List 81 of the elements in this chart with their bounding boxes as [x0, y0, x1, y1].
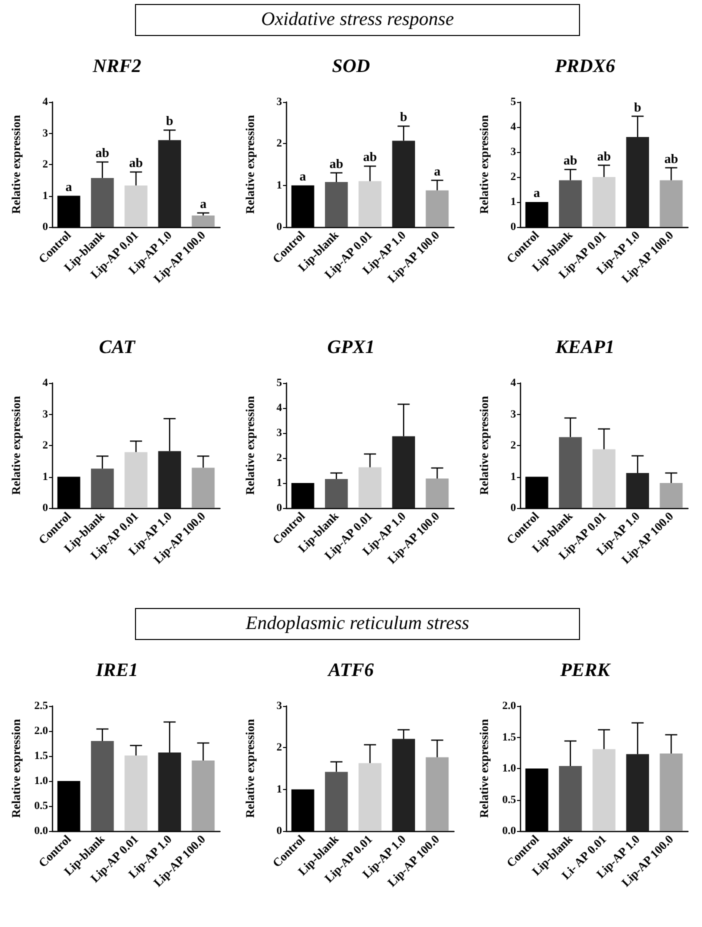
annotation: ab: [129, 155, 143, 170]
y-tick-label: 1: [510, 470, 516, 483]
annotation: ab: [664, 150, 678, 166]
y-tick-label: 1: [510, 196, 516, 208]
annotation: ab: [330, 156, 344, 171]
y-tick-label: 4: [42, 377, 48, 389]
y-tick-label: 0.5: [502, 794, 516, 806]
text: Endoplasmic reticulum stress: [135, 608, 580, 640]
y-axis-title: Relative expression: [477, 114, 491, 214]
y-tick-label: 0.0: [502, 825, 516, 837]
annotation: b: [166, 113, 174, 128]
y-tick-label: 2.0: [34, 725, 48, 737]
y-tick-label: 3: [510, 146, 516, 158]
y-axis-title: Relative expression: [243, 718, 257, 818]
annotation: b: [634, 99, 642, 114]
y-tick-label: 1.0: [502, 762, 516, 774]
y-tick-label: 3: [276, 427, 282, 439]
y-tick-label: 0: [510, 502, 516, 514]
y-tick-label: 1: [276, 179, 282, 192]
y-axis-title: Relative expression: [9, 718, 23, 818]
y-tick-label: 1: [276, 783, 282, 796]
y-tick-label: 1.5: [502, 731, 516, 744]
chart-title: PRDX6: [554, 56, 616, 77]
y-axis-title: Relative expression: [9, 396, 23, 495]
y-tick-label: 2: [42, 158, 48, 170]
y-tick-label: 4: [276, 402, 282, 414]
annotation: ab: [363, 149, 377, 164]
y-axis-title: Relative expression: [477, 718, 491, 818]
chart-title: CAT: [99, 337, 136, 358]
y-tick-label: 3: [276, 96, 282, 108]
y-tick-label: 4: [510, 377, 516, 389]
annotation: a: [200, 196, 207, 211]
y-tick-label: 2: [510, 440, 516, 452]
y-axis-title: Relative expression: [477, 396, 491, 495]
y-tick-label: 2: [276, 452, 282, 464]
y-tick-label: 4: [42, 96, 48, 108]
y-tick-label: 2.5: [34, 700, 48, 712]
chart-title: GPX1: [327, 337, 375, 358]
annotation: a: [300, 168, 307, 184]
chart-title: PERK: [559, 660, 612, 681]
annotation: b: [400, 109, 408, 124]
chart-title: NRF2: [92, 56, 142, 77]
y-tick-label: 1.5: [34, 750, 48, 762]
y-tick-label: 0: [510, 221, 516, 233]
y-tick-label: 0.5: [34, 800, 48, 812]
y-tick-label: 3: [42, 127, 48, 140]
chart-title: ATF6: [327, 660, 374, 681]
y-tick-label: 0: [276, 502, 282, 514]
y-tick-label: 5: [276, 377, 282, 389]
y-tick-label: 3: [510, 408, 516, 420]
annotation: a: [534, 185, 541, 200]
chart-title: KEAP1: [554, 337, 615, 358]
annotation: ab: [96, 145, 110, 160]
y-tick-label: 0: [276, 825, 282, 837]
y-tick-label: 2: [276, 742, 282, 754]
y-tick-label: 2.0: [502, 700, 516, 712]
y-tick-label: 4: [510, 121, 516, 133]
annotation: ab: [597, 148, 611, 164]
annotation: a: [434, 163, 441, 178]
annotation: ab: [564, 152, 578, 168]
y-tick-label: 0: [42, 221, 48, 233]
y-tick-label: 0: [276, 221, 282, 233]
y-tick-label: 0.0: [34, 825, 48, 837]
chart-title: IRE1: [94, 660, 138, 681]
y-tick-label: 3: [276, 700, 282, 712]
annotation: a: [66, 178, 73, 194]
y-axis-title: Relative expression: [243, 114, 257, 214]
y-tick-label: 1: [42, 470, 48, 483]
y-tick-label: 1: [42, 190, 48, 202]
y-tick-label: 1: [276, 477, 282, 489]
y-tick-label: 0: [42, 502, 48, 514]
y-axis-title: Relative expression: [9, 114, 23, 214]
y-tick-label: 5: [510, 96, 516, 108]
y-tick-label: 2: [510, 171, 516, 183]
y-tick-label: 1.0: [34, 775, 48, 787]
y-tick-label: 2: [42, 440, 48, 452]
chart-title: SOD: [332, 56, 370, 77]
y-axis-title: Relative expression: [243, 396, 257, 495]
y-tick-label: 2: [276, 138, 282, 150]
y-tick-label: 3: [42, 408, 48, 420]
text: Oxidative stress response: [135, 4, 580, 36]
